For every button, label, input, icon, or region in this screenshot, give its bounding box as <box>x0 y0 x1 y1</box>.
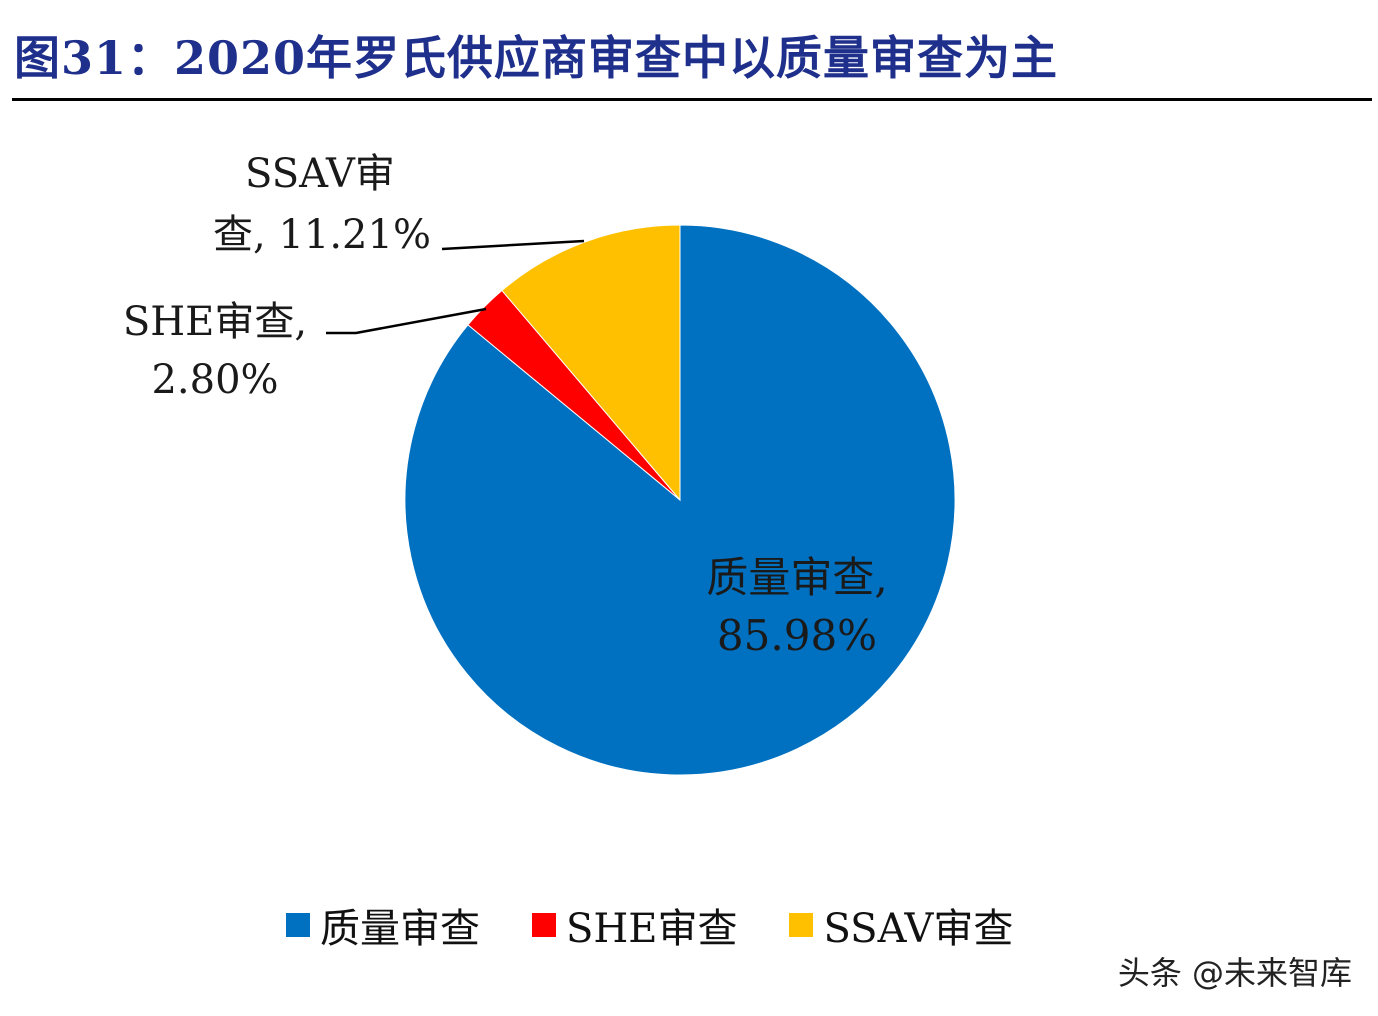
data-label-she-value: 2.80% <box>151 357 278 403</box>
leader-lines <box>326 239 585 335</box>
data-label-ssav-value: 查, 11.21% <box>213 212 431 258</box>
legend-item-she: SHE审查 <box>532 896 737 954</box>
pie-slice-ssav <box>501 224 681 502</box>
legend-item-quality: 质量审查 <box>286 896 480 954</box>
chart-legend: 质量审查 SHE审查 SSAV审查 <box>286 896 1013 954</box>
data-label-ssav-name: SSAV审 <box>245 151 395 197</box>
watermark: 头条 @未来智库 <box>1117 954 1352 992</box>
leader-line-ssav <box>441 239 585 251</box>
data-label-she-name: SHE审查, <box>123 299 307 345</box>
legend-label-quality: 质量审查 <box>320 906 480 952</box>
legend-swatch-quality <box>286 913 310 937</box>
leader-line-she <box>326 307 487 335</box>
legend-swatch-ssav <box>789 913 814 937</box>
legend-label-ssav: SSAV审查 <box>823 906 1014 952</box>
legend-item-ssav: SSAV审查 <box>789 896 1013 954</box>
title-divider <box>12 98 1372 101</box>
chart-title: 图31：2020年罗氏供应商审查中以质量审查为主 <box>14 31 1059 85</box>
legend-label-she: SHE审查 <box>566 906 738 952</box>
legend-swatch-she <box>532 913 556 937</box>
pie-slices <box>404 224 956 776</box>
data-label-quality-value: 85.98% <box>717 611 877 660</box>
data-label-quality-name: 质量审查, <box>706 553 887 602</box>
